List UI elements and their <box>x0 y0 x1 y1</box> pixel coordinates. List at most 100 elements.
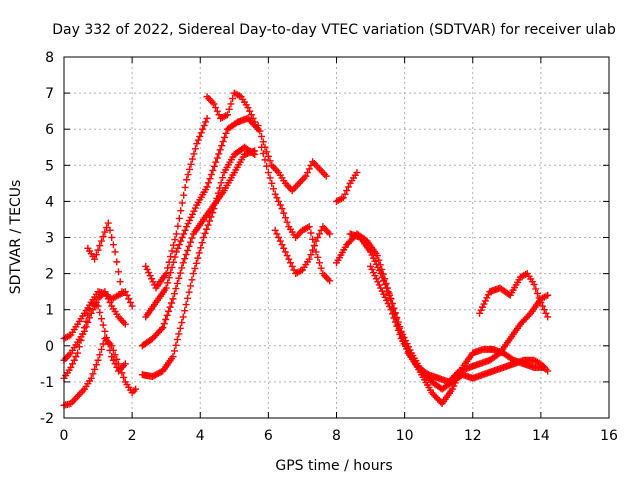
data-point <box>539 302 547 310</box>
data-point <box>169 241 177 249</box>
data-point <box>96 308 104 316</box>
data-point <box>307 251 315 259</box>
data-point <box>108 234 116 241</box>
data-point <box>305 255 313 263</box>
series-track-l <box>258 143 334 285</box>
data-point <box>184 220 192 228</box>
data-point <box>453 376 461 384</box>
data-point <box>200 234 208 241</box>
data-point <box>159 324 167 332</box>
data-point <box>341 190 349 198</box>
data-point <box>97 237 105 245</box>
series-track-h <box>142 114 262 321</box>
chart-title: Day 332 of 2022, Sidereal Day-to-day VTE… <box>52 22 616 38</box>
data-point <box>208 209 216 217</box>
data-point <box>532 285 540 293</box>
data-point <box>256 127 264 135</box>
data-point <box>544 313 552 321</box>
data-point <box>384 300 392 308</box>
data-point <box>148 275 156 283</box>
data-point <box>374 263 382 271</box>
data-point <box>166 303 174 311</box>
data-point <box>326 277 334 285</box>
data-point <box>170 347 178 355</box>
data-point <box>367 248 375 256</box>
x-tick-label: 2 <box>128 428 137 444</box>
data-point <box>157 325 165 333</box>
data-point <box>315 230 323 238</box>
data-point <box>192 259 200 267</box>
data-point <box>278 241 286 249</box>
series-track-j <box>203 89 259 126</box>
data-point <box>383 296 391 304</box>
x-axis-label: GPS time / hours <box>275 458 392 474</box>
data-point <box>249 114 257 122</box>
data-point <box>170 290 178 298</box>
data-point <box>217 179 225 187</box>
data-point <box>210 205 218 213</box>
data-point <box>126 298 134 306</box>
data-point <box>203 114 211 122</box>
data-point <box>87 374 95 382</box>
data-point <box>91 255 99 263</box>
data-point <box>175 274 183 282</box>
data-point <box>244 104 252 112</box>
data-point <box>165 307 173 315</box>
data-point <box>92 361 100 369</box>
data-point <box>215 150 223 158</box>
data-point <box>216 146 224 154</box>
data-point <box>106 226 114 234</box>
data-layer <box>60 89 552 409</box>
data-point <box>186 165 194 173</box>
data-point <box>188 276 196 284</box>
data-point <box>70 356 78 364</box>
y-tick-label: 5 <box>45 158 54 174</box>
data-point <box>165 258 173 266</box>
data-point <box>194 254 202 262</box>
data-point <box>181 255 189 263</box>
data-point <box>101 228 109 236</box>
data-point <box>287 259 295 267</box>
data-point <box>275 234 283 241</box>
data-point <box>305 165 313 173</box>
data-point <box>246 107 254 115</box>
x-tick-label: 8 <box>332 428 341 444</box>
data-point <box>285 255 293 263</box>
data-point <box>187 238 195 246</box>
data-point <box>177 207 185 215</box>
x-tick-label: 4 <box>196 428 205 444</box>
data-point <box>372 260 380 268</box>
data-point <box>111 248 119 256</box>
data-point <box>368 265 376 273</box>
data-point <box>185 242 193 250</box>
data-point <box>383 284 391 292</box>
data-point <box>80 327 88 335</box>
data-point <box>146 272 154 280</box>
data-point <box>263 162 271 170</box>
series-track-f <box>138 147 259 350</box>
data-point <box>96 242 104 250</box>
data-point <box>187 160 195 168</box>
data-point <box>96 351 104 359</box>
data-point <box>97 345 105 353</box>
data-point <box>210 100 218 108</box>
y-tick-label: 3 <box>45 231 54 247</box>
data-point <box>480 300 488 308</box>
data-point <box>172 341 180 349</box>
data-point <box>171 236 179 244</box>
data-point <box>183 176 191 184</box>
y-tick-label: 6 <box>45 122 54 138</box>
series-track-c <box>60 288 129 364</box>
data-point <box>184 294 192 302</box>
data-point <box>353 169 361 177</box>
data-point <box>184 246 192 254</box>
y-tick-label: 4 <box>45 194 54 210</box>
data-point <box>149 278 157 286</box>
data-point <box>187 213 195 221</box>
data-point <box>188 155 196 163</box>
data-point <box>530 280 538 288</box>
data-point <box>229 95 237 103</box>
data-point <box>187 282 195 290</box>
data-point <box>180 230 188 238</box>
data-point <box>193 140 201 148</box>
